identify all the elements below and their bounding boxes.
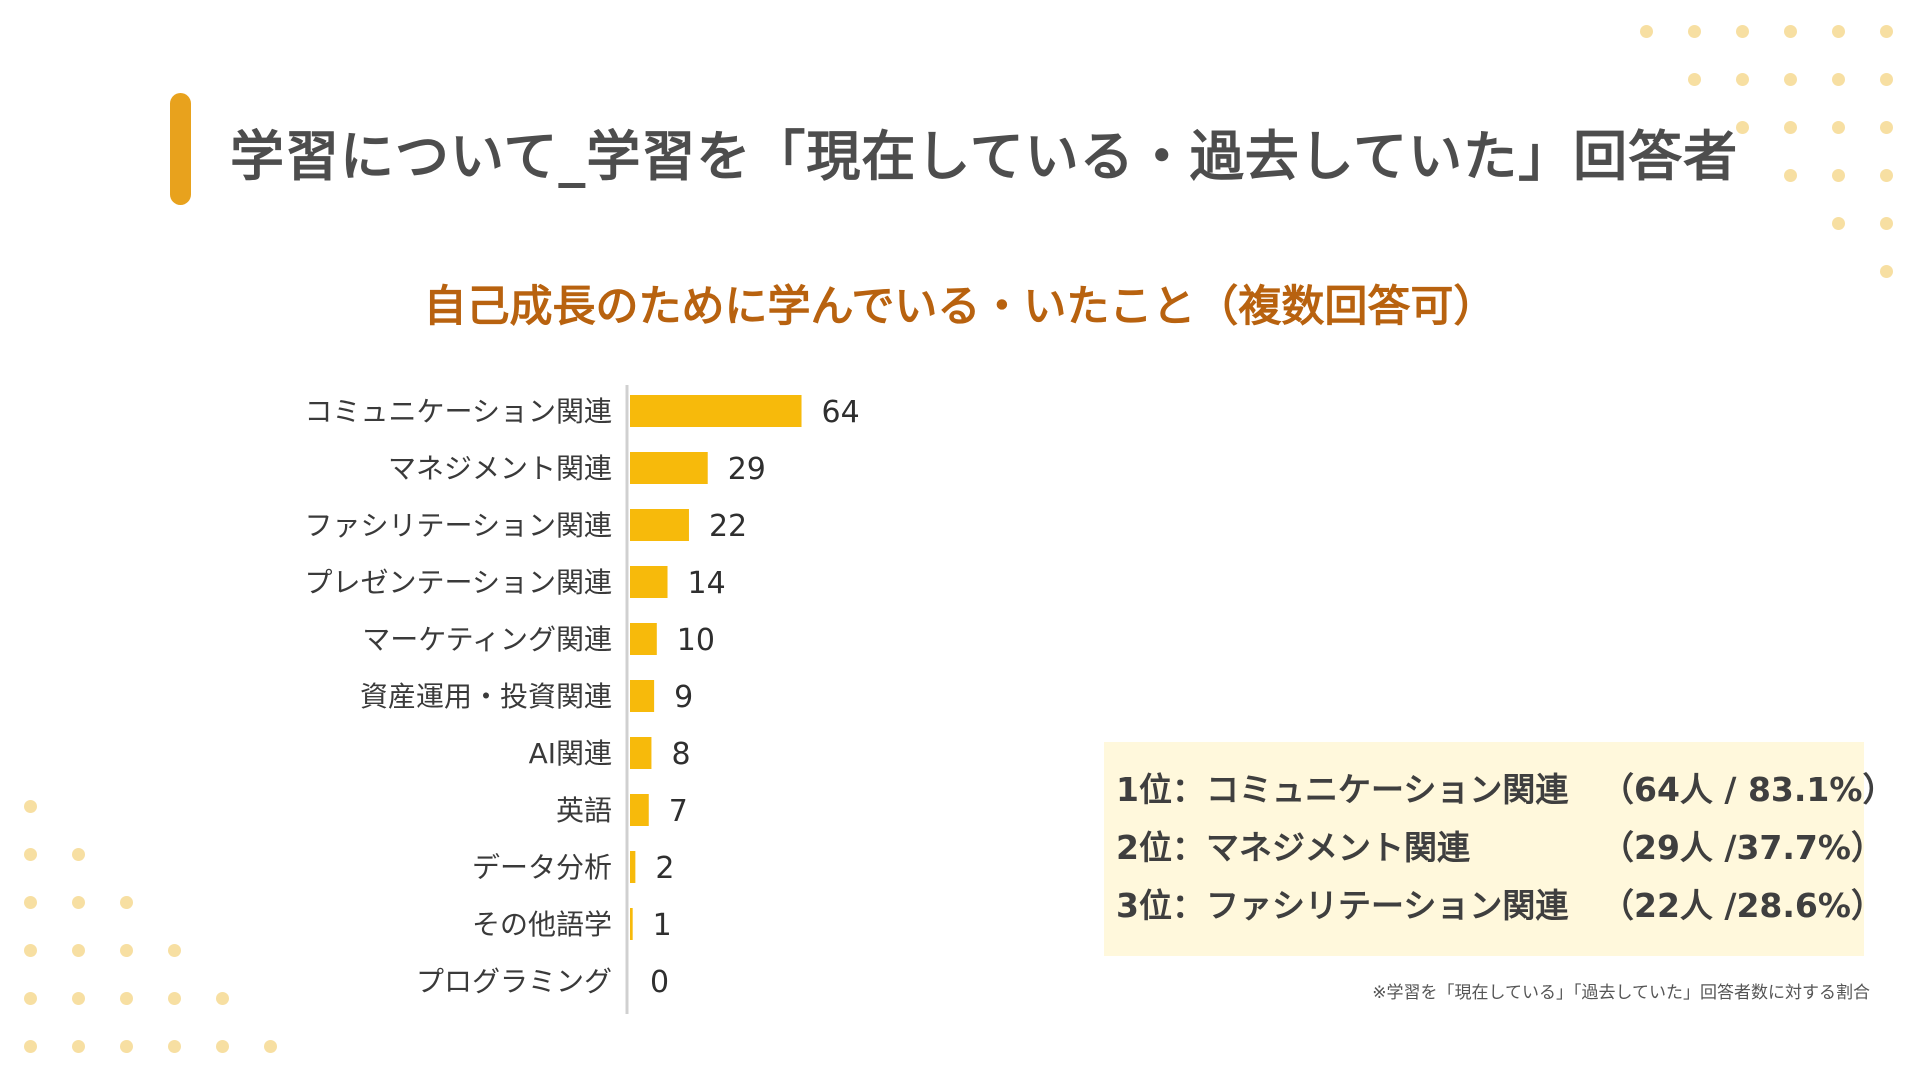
decorative-dot — [24, 848, 37, 861]
decorative-dot — [1784, 121, 1797, 134]
decorative-dot — [1832, 169, 1845, 182]
decorative-dot — [1832, 217, 1845, 230]
category-label: プレゼンテーション関連 — [305, 566, 612, 599]
decorative-dot — [216, 1040, 229, 1053]
summary-rank: 3位： — [1116, 884, 1205, 928]
summary-rank: 2位： — [1116, 826, 1205, 870]
decorative-dot — [120, 1040, 133, 1053]
bar — [630, 623, 657, 655]
value-label: 22 — [709, 509, 747, 544]
category-label: ファシリテーション関連 — [305, 509, 612, 542]
bar — [630, 509, 689, 541]
decorative-dot — [120, 992, 133, 1005]
decorative-dot — [120, 944, 133, 957]
decorative-dot — [24, 1040, 37, 1053]
decorative-dot — [72, 944, 85, 957]
summary-stat: （22人 /28.6%） — [1601, 884, 1884, 928]
decorative-dot — [72, 848, 85, 861]
value-label: 1 — [653, 908, 672, 943]
category-label: プログラミング — [416, 965, 612, 998]
decorative-dot — [1688, 25, 1701, 38]
category-label: 英語 — [556, 794, 612, 827]
summary-item: コミュニケーション関連 — [1206, 768, 1568, 812]
value-label: 9 — [674, 680, 693, 715]
bar — [630, 395, 802, 427]
decorative-dot — [72, 992, 85, 1005]
value-label: 0 — [650, 965, 669, 1000]
decorative-dot — [1880, 121, 1893, 134]
value-label: 64 — [822, 395, 860, 430]
bar — [630, 566, 668, 598]
summary-stat: （29人 /37.7%） — [1601, 826, 1884, 870]
value-label: 7 — [669, 794, 688, 829]
decorative-dot — [120, 896, 133, 909]
chart-title: 自己成長のために学んでいる・いたこと（複数回答可） — [0, 272, 1920, 334]
summary-item: マネジメント関連 — [1206, 826, 1470, 870]
decorative-dot — [1784, 169, 1797, 182]
value-label: 29 — [728, 452, 766, 487]
decorative-dot — [1880, 169, 1893, 182]
decorative-dot — [168, 992, 181, 1005]
decorative-dot — [24, 944, 37, 957]
bar — [630, 452, 708, 484]
bar — [630, 680, 654, 712]
decorative-dot — [168, 1040, 181, 1053]
category-label: マーケティング関連 — [362, 623, 612, 656]
title-accent-bar — [170, 93, 191, 205]
value-label: 8 — [671, 737, 690, 772]
summary-box: 1位： コミュニケーション関連 （64人 / 83.1%） 2位： マネジメント… — [1104, 742, 1864, 956]
value-label: 14 — [688, 566, 726, 601]
category-label: その他語学 — [472, 908, 612, 941]
decorative-dot — [1736, 25, 1749, 38]
bar — [630, 737, 651, 769]
decorative-dot — [1880, 25, 1893, 38]
category-label: 資産運用・投資関連 — [360, 680, 612, 713]
decorative-dot — [1736, 121, 1749, 134]
decorative-dot — [24, 800, 37, 813]
decorative-dot — [24, 992, 37, 1005]
decorative-dot — [1784, 73, 1797, 86]
decorative-dot — [264, 1040, 277, 1053]
value-label: 2 — [655, 851, 674, 886]
decorative-dot — [72, 896, 85, 909]
category-label: データ分析 — [472, 851, 612, 884]
decorative-dot — [1736, 73, 1749, 86]
decorative-dot — [216, 992, 229, 1005]
summary-stat: （64人 / 83.1%） — [1601, 768, 1895, 812]
decorative-dot — [1784, 25, 1797, 38]
decorative-dot — [24, 896, 37, 909]
bar — [630, 908, 633, 940]
page-title: 学習について_学習を「現在している・過去していた」回答者 — [230, 112, 1738, 191]
decorative-dot — [1640, 25, 1653, 38]
summary-rank: 1位： — [1116, 768, 1205, 812]
value-label: 10 — [677, 623, 715, 658]
decorative-dot — [1880, 265, 1893, 278]
decorative-dot — [1880, 73, 1893, 86]
decorative-dot — [1832, 121, 1845, 134]
decorative-dot — [1832, 73, 1845, 86]
summary-item: ファシリテーション関連 — [1206, 884, 1568, 928]
category-label: マネジメント関連 — [388, 452, 612, 485]
decorative-dot — [168, 944, 181, 957]
decorative-dot — [1832, 25, 1845, 38]
bar — [630, 851, 635, 883]
decorative-dot — [1880, 217, 1893, 230]
decorative-dot — [72, 1040, 85, 1053]
footnote: ※学習を「現在している」「過去していた」回答者数に対する割合 — [1372, 978, 1870, 1003]
category-label: AI関連 — [529, 737, 612, 770]
bar — [630, 794, 649, 826]
category-label: コミュニケーション関連 — [305, 395, 612, 428]
decorative-dot — [1688, 73, 1701, 86]
